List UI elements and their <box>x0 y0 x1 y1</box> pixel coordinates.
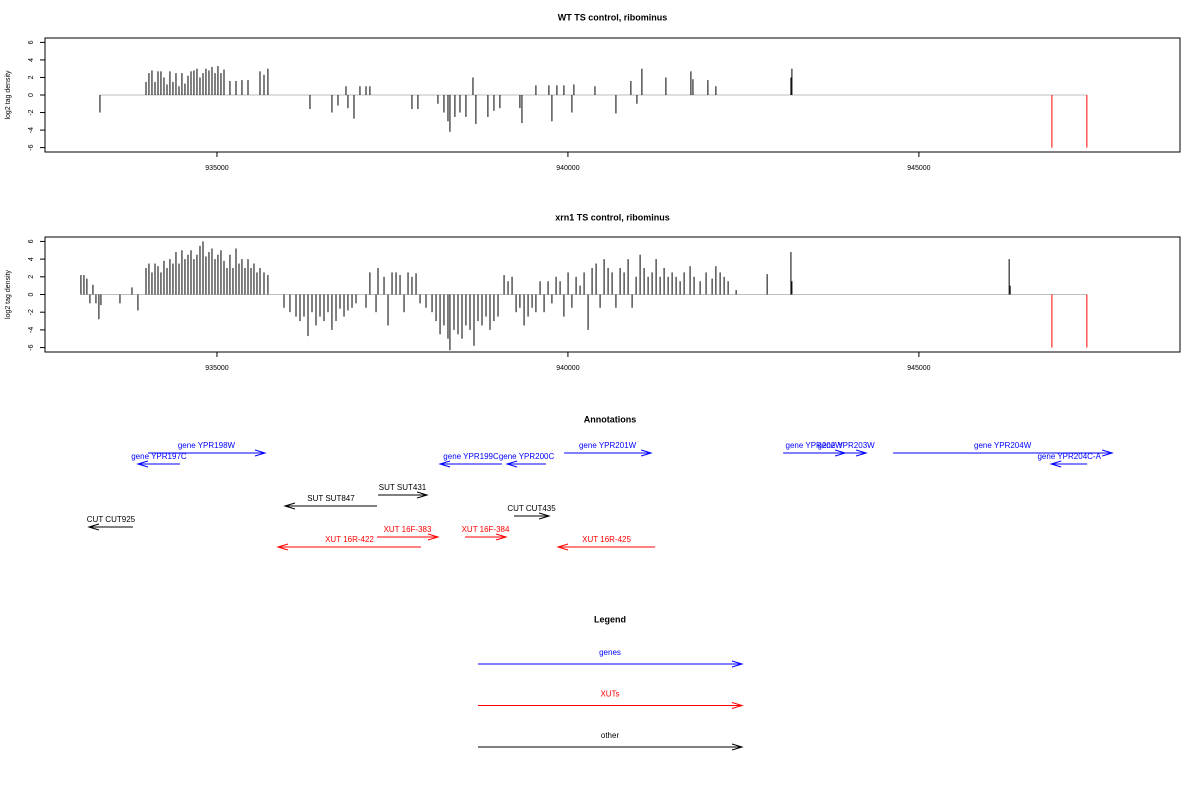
feature-arrow-head <box>1049 460 1062 468</box>
feature-arrow-head <box>87 523 100 531</box>
y-tick-label: -2 <box>28 309 35 315</box>
legend-arrow-head <box>731 702 744 709</box>
annotations-title: Annotations <box>584 414 637 424</box>
y-tick-label: 2 <box>28 275 35 279</box>
y-tick-label: 2 <box>28 75 35 79</box>
x-tick-label: 945000 <box>907 165 930 172</box>
y-tick-label: 0 <box>28 93 35 97</box>
y-tick-label: 0 <box>28 292 35 296</box>
feature-label: gene YPR197C <box>131 452 187 461</box>
feature-arrow-head <box>438 460 451 468</box>
feature-label: CUT CUT925 <box>87 515 136 524</box>
feature-arrow-head <box>538 512 551 520</box>
y-tick-label: 4 <box>28 58 35 62</box>
y-tick-label: -6 <box>28 344 35 350</box>
feature-arrow-head <box>640 449 653 457</box>
y-tick-label: 6 <box>28 239 35 243</box>
feature-label: gene YPR203W <box>817 441 875 450</box>
feature-label: gene YPR204W <box>974 441 1032 450</box>
x-tick-label: 940000 <box>556 365 579 372</box>
feature-arrow-head <box>136 460 149 468</box>
feature-label: gene YPR201W <box>579 441 637 450</box>
x-tick-label: 945000 <box>907 365 930 372</box>
y-tick-label: -4 <box>28 127 35 133</box>
chart-title: xrn1 TS control, ribominus <box>555 212 670 222</box>
feature-label: CUT CUT435 <box>507 504 556 513</box>
feature-label: XUT 16R-425 <box>582 535 631 544</box>
feature-label: gene YPR199C <box>443 452 499 461</box>
legend-arrow-head <box>731 660 744 668</box>
y-tick-label: -2 <box>28 109 35 115</box>
feature-arrow-head <box>495 533 508 541</box>
feature-arrow-head <box>855 449 868 457</box>
feature-arrow-head <box>427 533 440 541</box>
feature-label: SUT SUT847 <box>307 494 355 503</box>
legend-label: XUTs <box>600 690 619 699</box>
legend-label: other <box>601 731 620 740</box>
feature-arrow-head <box>276 543 289 551</box>
feature-arrow-head <box>416 491 429 499</box>
feature-arrow-head <box>1102 449 1114 457</box>
legend-arrow-head <box>731 743 744 751</box>
feature-label: XUT 16R-422 <box>325 535 374 544</box>
feature-arrow-head <box>283 502 296 510</box>
feature-label: gene YPR198W <box>178 441 236 450</box>
feature-arrow-head <box>254 449 267 457</box>
x-tick-label: 935000 <box>205 365 228 372</box>
x-tick-label: 935000 <box>205 165 228 172</box>
feature-label: gene YPR204C-A <box>1037 452 1101 461</box>
feature-label: SUT SUT431 <box>379 483 427 492</box>
feature-label: XUT 16F-384 <box>462 525 510 534</box>
y-tick-label: 6 <box>28 40 35 44</box>
feature-label: XUT 16F-383 <box>384 525 432 534</box>
legend-label: genes <box>599 648 621 657</box>
feature-arrow-head <box>556 543 569 551</box>
y-tick-label: -4 <box>28 327 35 333</box>
y-axis-label: log2 tag density <box>5 269 12 319</box>
feature-label: gene YPR202W <box>786 441 844 450</box>
legend-title: Legend <box>594 614 626 624</box>
chart-title: WT TS control, ribominus <box>558 12 668 22</box>
y-tick-label: -6 <box>28 144 35 150</box>
feature-label: gene YPR200C <box>499 452 555 461</box>
feature-arrow-head <box>505 460 518 468</box>
y-axis-label: log2 tag density <box>5 70 12 120</box>
y-tick-label: 4 <box>28 257 35 261</box>
x-tick-label: 940000 <box>556 165 579 172</box>
